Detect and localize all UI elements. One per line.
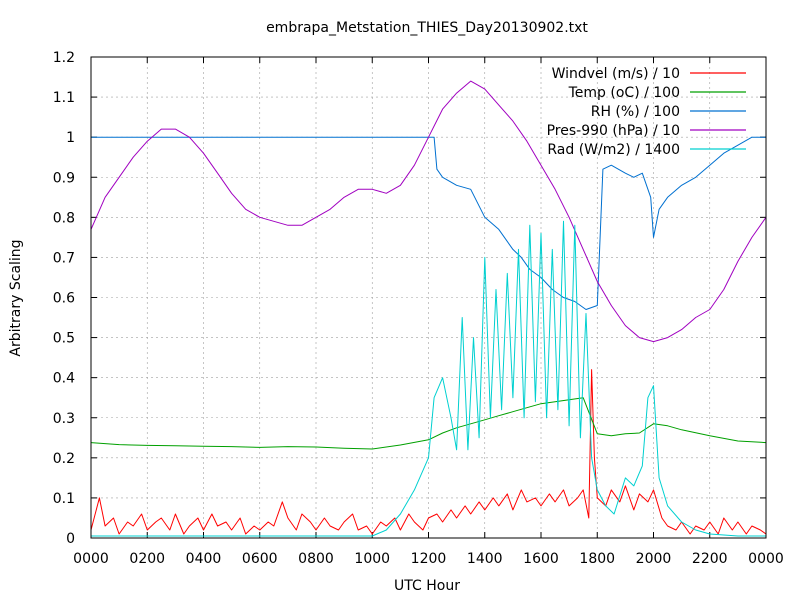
series-line-pres-990-hpa-10 (90, 80, 767, 343)
y-tick-label: 0.7 (53, 250, 75, 266)
legend-label: Temp (oC) / 100 (568, 85, 680, 101)
y-tick-label: 1.2 (53, 50, 75, 66)
y-tick-label: 0.9 (53, 170, 75, 186)
series-line-windvel-m-s-10 (90, 369, 767, 535)
series-layer (90, 80, 767, 537)
y-tick-label: 0.3 (53, 411, 75, 427)
chart-title: embrapa_Metstation_THIES_Day20130902.txt (266, 20, 588, 36)
y-tick-label: 1.1 (53, 90, 75, 106)
series-line-temp-oc-100 (90, 397, 767, 450)
x-tick-label: 0400 (186, 551, 222, 567)
y-tick-label: 1 (66, 130, 75, 146)
y-tick-label: 0 (66, 531, 75, 547)
legend-label: Windvel (m/s) / 10 (552, 66, 680, 82)
legend-label: Pres-990 (hPa) / 10 (547, 123, 680, 139)
x-axis-ticks: 0000 0200 0400 0600 0800 1000 1200 1400 1600 1800… (73, 57, 784, 567)
x-tick-label: 0800 (298, 551, 334, 567)
x-tick-label: 1800 (579, 551, 615, 567)
x-tick-label: 0200 (129, 551, 165, 567)
x-tick-label: 1400 (467, 551, 503, 567)
y-tick-label: 0.4 (53, 371, 75, 387)
series-line-rh-100 (91, 136, 766, 310)
plot-frame (90, 56, 767, 539)
x-tick-label: 2200 (692, 551, 728, 567)
y-tick-label: 0.2 (53, 451, 75, 467)
y-tick-label: 0.1 (53, 491, 75, 507)
x-tick-label: 1000 (354, 551, 390, 567)
legend-label: Rad (W/m2) / 1400 (547, 142, 680, 158)
series-line-rad-w-m2-1400 (91, 220, 766, 537)
y-tick-label: 0.5 (53, 331, 75, 347)
x-tick-label: 0600 (242, 551, 278, 567)
x-tick-label: 2000 (636, 551, 672, 567)
legend-label: RH (%) / 100 (591, 104, 680, 120)
legend: Windvel (m/s) / 10 Temp (oC) / 100 RH (%) … (547, 66, 746, 158)
x-tick-label: 0000 (73, 551, 109, 567)
y-tick-label: 0.8 (53, 210, 75, 226)
x-tick-label: 1200 (411, 551, 447, 567)
y-tick-label: 0.6 (53, 291, 75, 307)
x-tick-label: 1600 (523, 551, 559, 567)
x-axis-label: UTC Hour (394, 578, 460, 594)
x-tick-label: 0000 (748, 551, 784, 567)
y-axis-label: Arbitrary Scaling (8, 239, 24, 356)
